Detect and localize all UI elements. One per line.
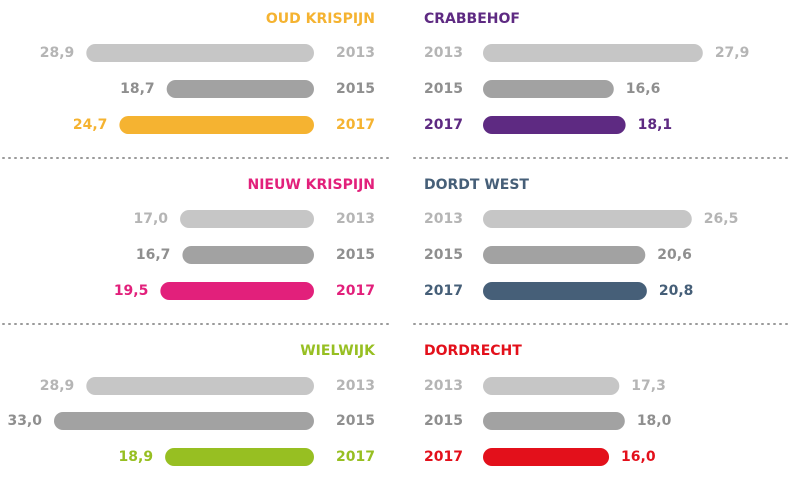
category-label: 2015 [336, 413, 375, 429]
panel-title: NIEUW KRISPIJN [248, 177, 376, 193]
category-label: 2013 [424, 378, 463, 394]
category-label: 2013 [336, 45, 375, 61]
panel-title: DORDRECHT [424, 343, 522, 359]
category-label: 2017 [336, 117, 375, 133]
category-label: 2015 [424, 413, 463, 429]
category-label: 2017 [424, 449, 463, 465]
category-label: 2017 [424, 117, 463, 133]
value-label: 26,5 [704, 211, 739, 227]
value-label: 18,7 [120, 81, 155, 97]
value-label: 27,9 [715, 45, 750, 61]
bar [483, 44, 703, 62]
value-label: 19,5 [114, 283, 149, 299]
bar [54, 412, 314, 430]
bar [483, 282, 647, 300]
category-label: 2015 [424, 81, 463, 97]
category-label: 2013 [336, 378, 375, 394]
bar [483, 116, 626, 134]
panel-title: CRABBEHOF [424, 11, 520, 27]
bar [483, 246, 646, 264]
category-label: 2013 [336, 211, 375, 227]
bar [165, 448, 314, 466]
panel-title: WIELWIJK [300, 343, 376, 359]
bar [119, 116, 314, 134]
value-label: 18,1 [638, 117, 673, 133]
category-label: 2015 [336, 247, 375, 263]
panel-title: OUD KRISPIJN [266, 11, 375, 27]
panel-title: DORDT WEST [424, 177, 529, 193]
category-label: 2017 [336, 449, 375, 465]
bar [483, 448, 610, 466]
bar [483, 377, 620, 395]
bar [180, 210, 314, 228]
value-label: 28,9 [40, 45, 75, 61]
value-label: 24,7 [73, 117, 108, 133]
bar [483, 80, 614, 98]
category-label: 2015 [336, 81, 375, 97]
bar [182, 246, 314, 264]
category-label: 2017 [424, 283, 463, 299]
bar [483, 210, 692, 228]
value-label: 33,0 [7, 413, 42, 429]
value-label: 20,8 [659, 283, 694, 299]
value-label: 20,6 [657, 247, 692, 263]
value-label: 18,9 [119, 449, 154, 465]
value-label: 17,3 [631, 378, 666, 394]
bar [160, 282, 314, 300]
category-label: 2013 [424, 211, 463, 227]
value-label: 16,7 [136, 247, 171, 263]
category-label: 2015 [424, 247, 463, 263]
value-label: 18,0 [637, 413, 672, 429]
bar [86, 44, 314, 62]
value-label: 28,9 [40, 378, 75, 394]
category-label: 2017 [336, 283, 375, 299]
value-label: 16,6 [626, 81, 661, 97]
category-label: 2013 [424, 45, 463, 61]
bar [86, 377, 314, 395]
value-label: 17,0 [134, 211, 169, 227]
value-label: 16,0 [621, 449, 656, 465]
bar [166, 80, 314, 98]
bar [483, 412, 625, 430]
